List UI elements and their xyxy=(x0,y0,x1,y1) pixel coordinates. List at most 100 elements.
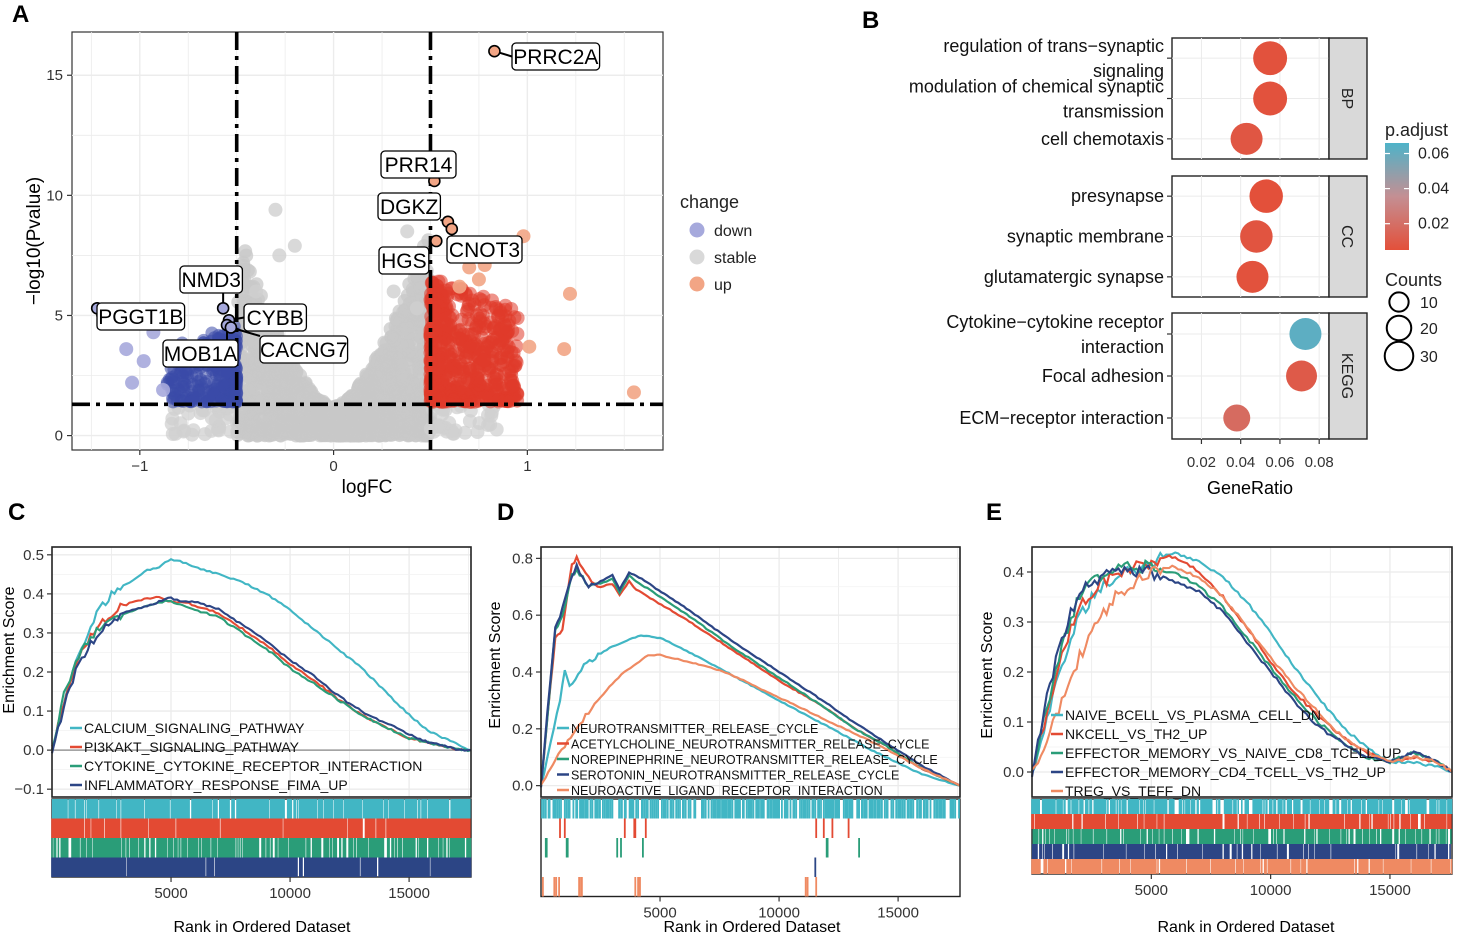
y-tick-label: 0.6 xyxy=(512,607,533,624)
dot-cytokine-cytokine-receptor-interaction xyxy=(1289,317,1322,351)
up-point xyxy=(452,354,467,369)
up-point xyxy=(470,339,485,354)
counts-legend-circle xyxy=(1383,340,1415,372)
es-curve-neurotransmitter-release-cycle xyxy=(539,634,961,787)
up-point xyxy=(557,342,572,357)
dot-regulation-of-trans-synaptic-signaling xyxy=(1253,41,1288,76)
es-curve-calcium-signaling-pathway xyxy=(50,558,472,752)
gene-label-box xyxy=(377,192,442,221)
term-label-line2: signaling xyxy=(1093,61,1164,81)
stable-point xyxy=(247,381,262,396)
gene-label-box xyxy=(179,265,244,294)
y-tick-label: 0.4 xyxy=(23,586,44,603)
gene-label-text: CNOT3 xyxy=(449,239,520,262)
up-point xyxy=(499,335,514,350)
down-point xyxy=(156,382,171,397)
x-tick-label: 10000 xyxy=(269,885,311,902)
stable-point xyxy=(388,424,403,439)
panel-a-y-label: −log10(Pvalue) xyxy=(24,177,45,305)
x-tick-label: 5000 xyxy=(1135,882,1168,899)
rug-nkcell-vs-th2-up xyxy=(1031,814,1452,829)
legend-label: CYTOKINE_CYTOKINE_RECEPTOR_INTERACTION xyxy=(84,758,422,774)
es-curve-neuroactive-ligand-receptor-interaction xyxy=(540,653,961,787)
stable-point xyxy=(343,416,358,431)
counts-legend-label: 20 xyxy=(1420,321,1438,338)
y-tick-label: 0.8 xyxy=(512,550,533,567)
legend-label: EFFECTOR_MEMORY_CD4_TCELL_VS_TH2_UP xyxy=(1065,764,1386,780)
panel-c-y-label: Enrichment Score xyxy=(1,586,18,713)
dot-synaptic-membrane xyxy=(1240,220,1273,253)
facet-cc: presynapse synaptic membrane glutamatergic… xyxy=(984,175,1368,298)
dot-presynapse xyxy=(1249,179,1283,213)
gene-label-box xyxy=(96,302,186,331)
stable-point xyxy=(396,373,411,388)
term-label: ECM−receptor interaction xyxy=(959,408,1164,428)
down-point xyxy=(119,342,134,357)
y-tick-label: 0.1 xyxy=(23,703,44,720)
stable-point xyxy=(373,404,388,419)
panel-b-label: B xyxy=(862,7,879,34)
labeled-gene-point xyxy=(216,301,230,315)
panel-a: A PRRC2A PRR14 DGKZ CNOT3 HGS NMD3 PGGT1B CYBB M… xyxy=(12,1,757,498)
legend-up-label: up xyxy=(714,277,732,294)
panel-a-x-label: logFC xyxy=(342,477,393,498)
es-curve-norepinephrine-neurotransmitter-release-cycle xyxy=(539,566,961,787)
y-tick-label: 0.4 xyxy=(1003,564,1024,581)
stable-point xyxy=(412,364,427,379)
legend-label: NOREPINEPHRINE_NEUROTRANSMITTER_RELEASE_… xyxy=(571,753,938,767)
stable-point xyxy=(268,202,283,217)
stable-point xyxy=(276,403,291,418)
stable-point xyxy=(345,428,360,443)
facet-strip-label: KEGG xyxy=(1338,353,1355,399)
y-tick-label: 15 xyxy=(46,67,63,84)
es-legend: NEUROTRANSMITTER_RELEASE_CYCLE ACETYLCHOL… xyxy=(557,722,938,798)
legend-label: NEUROACTIVE_LIGAND_RECEPTOR_INTERACTION xyxy=(571,784,883,798)
panel-a-gene-labels: PRRC2A PRR14 DGKZ CNOT3 HGS NMD3 PGGT1B CYBB MOB… xyxy=(90,42,601,368)
dot-modulation-of-chemical-synaptic-transmission xyxy=(1253,81,1288,116)
legend-label: INFLAMMATORY_RESPONSE_FIMA_UP xyxy=(84,777,348,793)
x-tick-label: 0 xyxy=(329,458,337,475)
rug-naive-bcell-vs-plasma-cell-dn xyxy=(1031,799,1453,814)
stable-point xyxy=(354,415,369,430)
es-legend: CALCIUM_SIGNALING_PATHWAY PI3KAKT_SIGNALI… xyxy=(70,720,422,793)
stable-point xyxy=(329,428,344,443)
gene-label-text: PGGT1B xyxy=(98,306,183,329)
gene-label-text: PRRC2A xyxy=(513,46,598,69)
down-point xyxy=(136,354,151,369)
term-label: Focal adhesion xyxy=(1042,366,1164,386)
panel-b: B regulation of trans−synaptic signalingm… xyxy=(862,7,1449,498)
stable-point xyxy=(255,423,270,438)
up-point xyxy=(423,352,438,367)
up-point xyxy=(424,286,439,301)
gene-label-box xyxy=(259,335,349,364)
es-curve-inflammatory-response-fima-up xyxy=(50,596,472,754)
stable-point xyxy=(483,417,498,432)
facet-strip-label: CC xyxy=(1338,225,1355,248)
stable-point xyxy=(384,405,399,420)
stable-point xyxy=(239,248,254,263)
gene-label-text: NMD3 xyxy=(181,269,241,292)
up-point xyxy=(431,361,446,376)
y-tick-label: −0.1 xyxy=(14,781,44,798)
x-tick-label: 15000 xyxy=(1369,882,1411,899)
stable-point xyxy=(400,224,415,239)
rug-calcium-signaling-pathway xyxy=(51,799,471,819)
up-point xyxy=(493,351,508,366)
es-curve-serotonin-neurotransmitter-release-cycle xyxy=(539,561,961,788)
stable-point xyxy=(286,420,301,435)
panel-e-chart: NAIVE_BCELL_VS_PLASMA_CELL_DN NKCELL_VS_T… xyxy=(1003,546,1453,899)
y-tick-label: 10 xyxy=(46,187,63,204)
legend-up-swatch xyxy=(689,276,705,292)
colorbar-tick-label: 0.02 xyxy=(1418,216,1449,233)
labeled-gene-point xyxy=(445,222,459,236)
gene-label-box xyxy=(378,246,430,275)
es-legend: NAIVE_BCELL_VS_PLASMA_CELL_DN NKCELL_VS_T… xyxy=(1051,707,1401,799)
stable-point xyxy=(316,421,331,436)
y-tick-label: 0.0 xyxy=(23,742,44,759)
x-tick-label: 0.08 xyxy=(1305,454,1334,471)
padj-colorbar-ticks: 0.06 0.04 0.02 xyxy=(1385,146,1449,233)
x-tick-label: −1 xyxy=(131,458,148,475)
y-tick-label: 0.4 xyxy=(512,664,533,681)
stable-point xyxy=(470,425,485,439)
